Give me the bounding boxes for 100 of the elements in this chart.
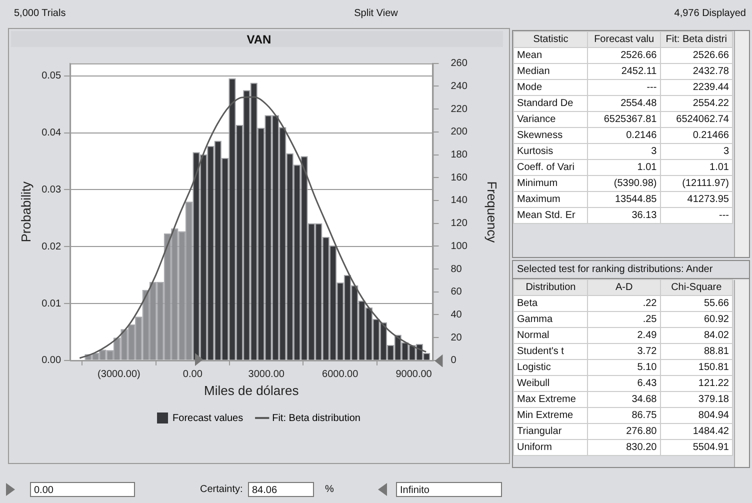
text: 3.72 (588, 344, 660, 360)
y-tick-label: 0.03 (42, 184, 62, 196)
text: 276.80 (588, 424, 660, 440)
text: 13544.85 (588, 192, 660, 208)
text: Minimum (514, 176, 588, 192)
text: Max Extreme (514, 392, 588, 408)
y2-tick-label: 0 (450, 355, 457, 366)
text: A-D (588, 280, 660, 296)
y-tick-label: 0.00 (42, 355, 62, 366)
y2-tick-label: 220 (450, 104, 468, 115)
text: 6.43 (588, 376, 660, 392)
text: 5504.91 (660, 440, 732, 456)
text: Mean Std. Er (514, 208, 588, 224)
y2-tick-label: 80 (450, 264, 462, 275)
text: Certainty: (200, 484, 243, 495)
text: 34.68 (588, 392, 660, 408)
text: Beta (514, 296, 588, 312)
text: .25 (588, 312, 660, 328)
y2-tick-label: 100 (450, 240, 468, 252)
x-tick-label: 3000.00 (248, 369, 285, 380)
y2-tick-label: 180 (450, 150, 468, 161)
text: Skewness (514, 128, 588, 144)
text: 4,976 Displayed (674, 8, 746, 19)
text: Variance (514, 112, 588, 128)
y-axis-title: Probability (18, 181, 34, 242)
text: 2.49 (588, 328, 660, 344)
text: Chi-Square (660, 280, 732, 296)
text: Coeff. of Vari (514, 160, 588, 176)
text: Mean (514, 48, 588, 64)
text: (12111.97) (660, 176, 732, 192)
text: 6524062.74 (660, 112, 732, 128)
text: .22 (588, 296, 660, 312)
text: Logistic (514, 360, 588, 376)
text: Kurtosis (514, 144, 588, 160)
line-series (78, 96, 427, 359)
text: 36.13 (588, 208, 660, 224)
legend-label: Fit: Beta distribution (272, 412, 360, 424)
x-tick-label: 9000.00 (396, 369, 432, 380)
text: --- (588, 80, 660, 96)
text: Normal (514, 328, 588, 344)
text: 5.10 (588, 360, 660, 376)
text: 41273.95 (660, 192, 732, 208)
text: Triangular (514, 424, 588, 440)
text: 121.22 (660, 376, 732, 392)
text: 6525367.81 (588, 112, 660, 128)
text: 0.2146 (588, 128, 660, 144)
x-tick-label: 6000.00 (322, 369, 359, 380)
text: Selected test for ranking distributions: Ander (513, 261, 749, 279)
x-tick-label: (3000.00) (98, 369, 140, 380)
x-tick-label: 0.00 (182, 369, 203, 380)
text: 1484.42 (660, 424, 732, 440)
text: 2554.48 (588, 96, 660, 112)
text: 3 (588, 144, 660, 160)
y-tick-label: 0.05 (42, 70, 62, 82)
y-tick-label: 0.02 (42, 241, 62, 252)
text: 60.92 (660, 312, 732, 328)
text: Uniform (514, 440, 588, 456)
y2-tick-label: 260 (450, 58, 468, 70)
text: 2526.66 (588, 48, 660, 64)
text: Split View (354, 8, 398, 19)
text: 3 (660, 144, 732, 160)
text: Mode (514, 80, 588, 96)
text: Maximum (514, 192, 588, 208)
text: 0.00 (30, 482, 135, 497)
text: 2239.44 (660, 80, 732, 96)
text: 830.20 (588, 440, 660, 456)
text: 55.66 (660, 296, 732, 312)
text: % (325, 484, 334, 495)
text: Fit: Beta distri (660, 32, 732, 48)
text: 1.01 (588, 160, 660, 176)
text: Distribution (514, 280, 588, 296)
y2-tick-label: 20 (450, 332, 462, 344)
text: 86.75 (588, 408, 660, 424)
text: 379.18 (660, 392, 732, 408)
text: Student's t (514, 344, 588, 360)
text: 2452.11 (588, 64, 660, 80)
text: 150.81 (660, 360, 732, 376)
y-tick-label: 0.04 (42, 128, 62, 139)
y2-tick-label: 200 (450, 126, 468, 138)
text: 1.01 (660, 160, 732, 176)
y2-tick-label: 120 (450, 218, 468, 230)
text: (5390.98) (588, 176, 660, 192)
text: Gamma (514, 312, 588, 328)
text: 0.21466 (660, 128, 732, 144)
text: 2526.66 (660, 48, 732, 64)
x-axis-title: Miles de dólares (204, 382, 300, 398)
y2-tick-label: 240 (450, 80, 468, 92)
y2-axis-title: Frequency (484, 181, 500, 244)
text: 2554.22 (660, 96, 732, 112)
chart-title: VAN (246, 32, 272, 47)
text: Standard De (514, 96, 588, 112)
text: 84.02 (660, 328, 732, 344)
legend-label: Forecast values (172, 412, 244, 424)
y2-tick-label: 160 (450, 172, 468, 184)
text: --- (660, 208, 732, 224)
text: Forecast valu (588, 32, 660, 48)
text: 88.81 (660, 344, 732, 360)
text: Weibull (514, 376, 588, 392)
y2-tick-label: 140 (450, 195, 468, 206)
y2-tick-label: 40 (450, 309, 462, 320)
